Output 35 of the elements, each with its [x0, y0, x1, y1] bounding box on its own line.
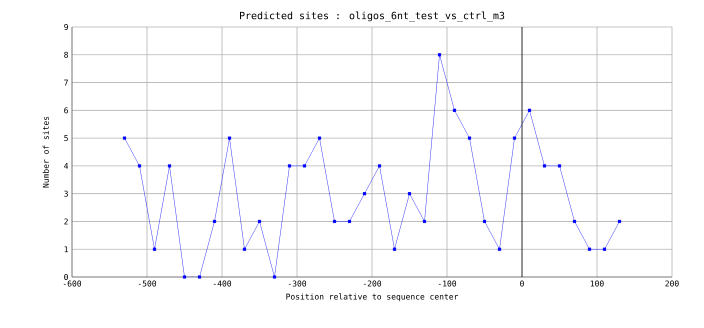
- point: [618, 220, 622, 224]
- point: [122, 136, 126, 140]
- point: [182, 275, 186, 279]
- point: [392, 248, 396, 251]
- point: [438, 53, 442, 56]
- point: [348, 220, 352, 224]
- point: [302, 164, 306, 168]
- point: [378, 164, 382, 168]
- point: [422, 220, 426, 224]
- point: [482, 220, 486, 224]
- chart-title: Predicted sites : oligos_6nt_test_vs_ctrl_m3: [240, 12, 504, 22]
- point: [258, 220, 262, 224]
- point: [452, 108, 456, 112]
- point: [318, 136, 322, 140]
- point: [468, 136, 472, 140]
- point: [408, 192, 412, 196]
- point: [362, 192, 366, 196]
- point: [588, 248, 592, 251]
- point: [512, 136, 516, 140]
- point: [228, 136, 232, 140]
- point: [528, 108, 532, 112]
- point: [498, 248, 502, 251]
- point: [168, 164, 172, 168]
- point: [198, 275, 202, 279]
- point: [212, 220, 216, 224]
- point: [138, 164, 142, 168]
- point: [572, 220, 576, 224]
- point: [272, 275, 276, 279]
- point: [332, 220, 336, 224]
- point: [288, 164, 292, 168]
- point: [242, 248, 246, 251]
- point: [558, 164, 562, 168]
- point: [152, 248, 156, 251]
- point: [602, 248, 606, 251]
- point: [542, 164, 546, 168]
